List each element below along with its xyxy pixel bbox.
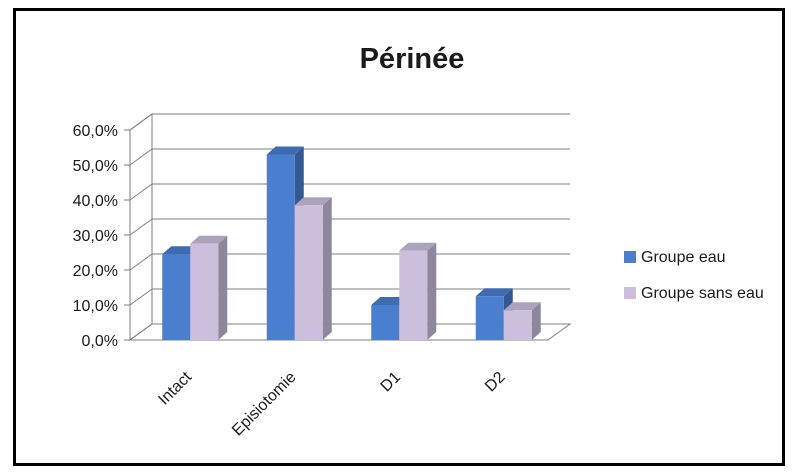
gridline-side	[129, 323, 153, 341]
y-tick-label: 30,0%	[73, 228, 118, 245]
bar-front	[190, 243, 219, 340]
bar-side	[322, 197, 332, 340]
bar-side	[218, 235, 228, 340]
bar-top	[294, 197, 332, 206]
legend-label: Groupe eau	[641, 249, 726, 266]
y-tick-label: 50,0%	[73, 158, 118, 175]
y-tick-label: 40,0%	[73, 193, 118, 210]
gridline-side	[129, 148, 153, 166]
bar-side	[427, 242, 437, 340]
bars	[162, 146, 541, 340]
bar-top	[475, 288, 513, 297]
bar-top	[190, 235, 228, 244]
gridline-side	[129, 253, 153, 271]
bar-intact-sans-eau	[190, 235, 228, 340]
bar-top	[399, 242, 437, 251]
bar-front	[294, 205, 323, 340]
bar-front	[162, 254, 191, 340]
gridline-side	[129, 113, 153, 131]
gridline-side	[129, 288, 153, 306]
bar-top	[371, 297, 409, 305]
y-tick-label: 10,0%	[73, 298, 118, 315]
y-tick-label: 0,0%	[82, 333, 118, 350]
x-tick-label: D2	[482, 369, 509, 396]
gridline-side	[129, 183, 153, 201]
x-tick-label: Intact	[155, 368, 195, 408]
chart-title: Périnée	[360, 43, 465, 75]
legend-item: Groupe eau	[624, 249, 726, 266]
bar-front	[371, 305, 400, 340]
bar-front	[503, 310, 532, 340]
legend-item: Groupe sans eau	[624, 285, 764, 302]
x-tick-label: Episiotomie	[229, 369, 300, 440]
x-axis-tick-labels: Intact Episiotomie D1 D2	[155, 368, 508, 439]
bar-top	[503, 302, 541, 311]
bar-front	[266, 154, 295, 340]
legend-swatch	[624, 287, 636, 299]
bar-front	[475, 296, 504, 340]
gridline-side	[129, 218, 153, 236]
bar-top	[266, 146, 304, 155]
bar-d2-sans-eau	[503, 302, 541, 340]
y-tick-label: 60,0%	[73, 123, 118, 140]
bar-front	[399, 250, 428, 340]
legend-swatch	[624, 251, 636, 263]
bar-episiotomie-sans-eau	[294, 197, 332, 340]
legend-label: Groupe sans eau	[641, 285, 764, 302]
x-tick-label: D1	[378, 369, 405, 396]
bar-top	[162, 246, 200, 255]
y-tick-label: 20,0%	[73, 263, 118, 280]
legend: Groupe eau Groupe sans eau	[624, 249, 764, 302]
bar-side	[531, 302, 541, 340]
bar-d1-sans-eau	[399, 242, 437, 340]
y-axis-tick-labels: 0,0% 10,0% 20,0% 30,0% 40,0% 50,0% 60,0%	[73, 123, 118, 350]
